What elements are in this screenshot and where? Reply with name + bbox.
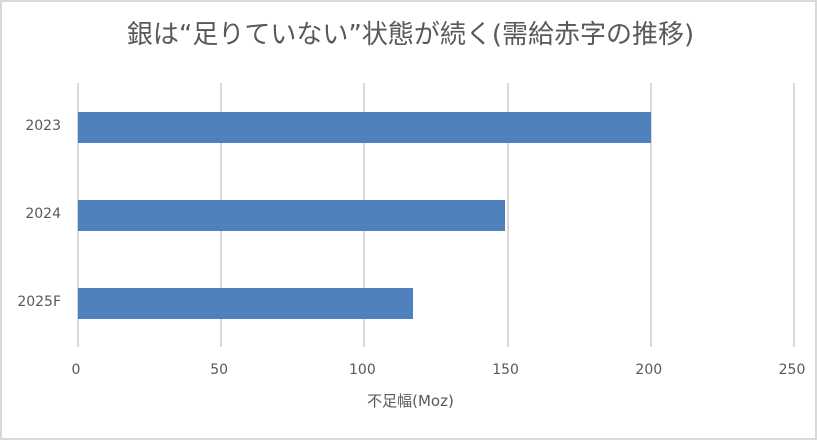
bar-2023 bbox=[78, 111, 651, 143]
x-tick-label: 50 bbox=[210, 362, 229, 378]
gridline bbox=[506, 83, 509, 347]
y-category-label: 2025F bbox=[17, 294, 61, 310]
x-tick-label: 0 bbox=[71, 362, 81, 378]
gridline bbox=[649, 83, 652, 347]
bar-2025f bbox=[78, 287, 414, 319]
x-tick-label: 200 bbox=[635, 362, 663, 378]
x-axis-label: 不足幅(Moz) bbox=[367, 392, 454, 410]
x-tick-label: 250 bbox=[778, 362, 806, 378]
y-category-label: 2023 bbox=[25, 118, 61, 134]
y-category-label: 2024 bbox=[25, 206, 61, 222]
plot-area bbox=[77, 83, 795, 347]
x-tick-label: 150 bbox=[492, 362, 519, 378]
gridline bbox=[793, 83, 795, 347]
chart-title: 銀は“足りていない”状態が続く(需給赤字の推移) bbox=[126, 20, 695, 50]
bar-2024 bbox=[78, 199, 505, 231]
x-tick-label: 100 bbox=[349, 362, 376, 378]
